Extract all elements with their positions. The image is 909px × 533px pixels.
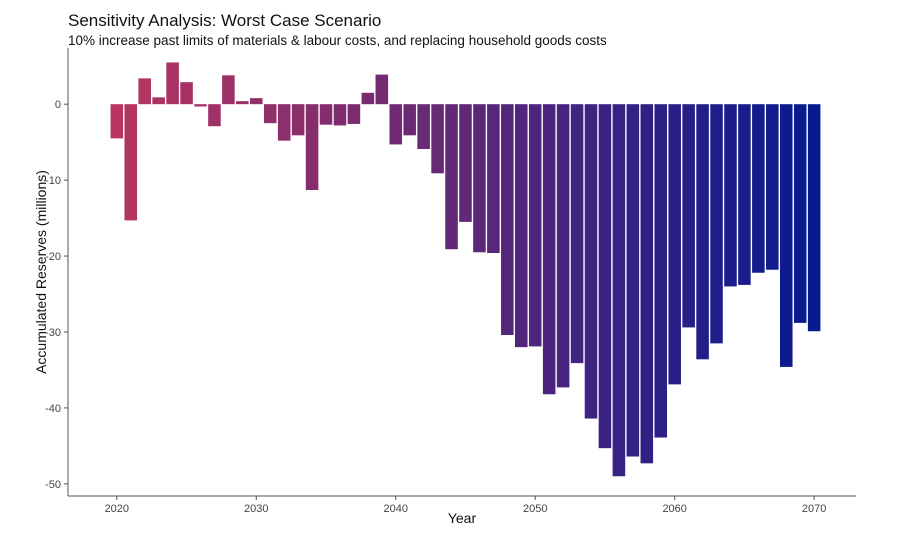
- bar-2062: [696, 104, 709, 360]
- bar-2026: [194, 104, 207, 107]
- bar-2041: [403, 104, 416, 136]
- y-axis-ticks: 0 -10 -20 -30 -40 -50: [45, 99, 68, 491]
- bar-2050: [528, 104, 542, 347]
- x-tick-label: 2060: [662, 503, 686, 515]
- y-tick-label: -40: [45, 403, 61, 415]
- bar-2033: [291, 104, 305, 136]
- bar-2025: [180, 82, 193, 105]
- bar-2045: [459, 104, 472, 222]
- chart-title: Sensitivity Analysis: Worst Case Scenari…: [68, 11, 382, 30]
- bar-2047: [487, 104, 500, 254]
- bar-2044: [445, 104, 458, 250]
- bar-2067: [766, 104, 779, 270]
- x-tick-label: 2070: [802, 503, 826, 515]
- x-axis-ticks: 2020 2030 2040 2050 2060 2070: [105, 496, 826, 515]
- bar-2027: [208, 104, 221, 127]
- bar-2029: [236, 101, 249, 105]
- bar-2030: [250, 98, 263, 105]
- bar-2059: [654, 104, 668, 438]
- x-tick-label: 2020: [105, 503, 129, 515]
- bar-2040: [389, 104, 403, 145]
- bar-2049: [514, 104, 528, 348]
- bar-2020: [110, 104, 124, 139]
- bar-2022: [138, 78, 151, 105]
- x-tick-label: 2050: [523, 503, 547, 515]
- bar-2023: [152, 97, 165, 105]
- y-tick-label: -10: [45, 175, 61, 187]
- bar-2064: [724, 104, 737, 287]
- y-tick-label: 0: [55, 99, 61, 111]
- bar-2056: [612, 104, 626, 477]
- bar-2037: [347, 104, 361, 124]
- bar-2058: [640, 104, 654, 464]
- bar-2057: [626, 104, 640, 457]
- y-axis-title: Accumulated Reserves (millions): [33, 170, 49, 374]
- y-tick-label: -20: [45, 251, 61, 263]
- bar-2070: [807, 104, 821, 332]
- bar-2069: [793, 104, 807, 323]
- bar-2034: [305, 104, 319, 190]
- x-tick-label: 2030: [244, 503, 268, 515]
- x-axis-title: Year: [448, 510, 477, 526]
- bar-2038: [361, 92, 375, 105]
- bar-2032: [277, 104, 291, 141]
- bar-2051: [542, 104, 556, 395]
- bar-2042: [417, 104, 430, 149]
- bar-2035: [319, 104, 333, 125]
- bar-2063: [710, 104, 723, 344]
- bar-2021: [124, 104, 138, 221]
- bar-2043: [431, 104, 444, 174]
- bar-2061: [682, 104, 695, 328]
- bar-2031: [263, 104, 277, 124]
- bar-2028: [222, 75, 235, 105]
- bar-2046: [473, 104, 486, 253]
- x-tick-label: 2040: [384, 503, 408, 515]
- bar-2054: [584, 104, 598, 419]
- bar-2066: [752, 104, 765, 273]
- bar-2053: [570, 104, 584, 364]
- chart-subtitle: 10% increase past limits of materials & …: [68, 33, 607, 48]
- bar-2052: [556, 104, 570, 388]
- bar-2048: [501, 104, 514, 336]
- y-tick-label: -30: [45, 327, 61, 339]
- bar-2065: [738, 104, 751, 285]
- bar-2068: [779, 104, 793, 367]
- bar-2024: [166, 62, 179, 105]
- bars-group: [110, 62, 821, 477]
- bar-2039: [375, 74, 389, 105]
- bar-2060: [668, 104, 681, 385]
- y-tick-label: -50: [45, 479, 61, 491]
- bar-2036: [333, 104, 347, 126]
- bar-2055: [598, 104, 612, 449]
